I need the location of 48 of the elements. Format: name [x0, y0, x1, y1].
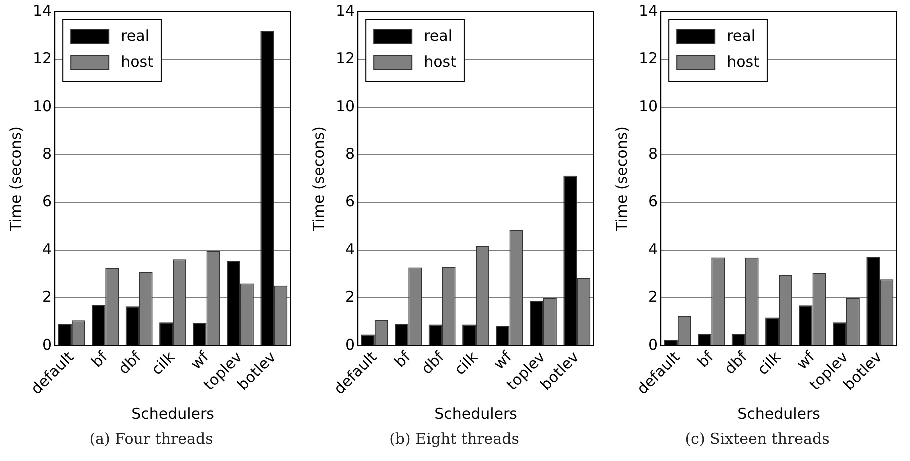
legend-label: host — [121, 52, 154, 71]
text: (c) Sixteen threads — [685, 430, 830, 448]
y-tick-label: 4 — [42, 240, 52, 258]
x-tick-label: cilk — [754, 348, 785, 379]
y-tick-label: 14 — [336, 2, 356, 20]
y-tick-label: 14 — [32, 2, 52, 20]
x-tick-label: dbf — [720, 348, 752, 378]
y-tick-label: 10 — [638, 97, 658, 116]
x-tick-label: cilk — [148, 348, 179, 379]
x-tick-label: bf — [391, 348, 415, 372]
x-axis-title: Schedulers — [132, 404, 215, 423]
legend-label: host — [424, 52, 457, 71]
legend-label: real — [424, 26, 453, 45]
y-axis-title: Time (secons) — [6, 126, 25, 232]
x-axis-title: Schedulers — [738, 404, 821, 423]
y-tick-label: 8 — [346, 145, 356, 164]
y-axis-title: Time (secons) — [612, 126, 631, 232]
x-tick-label: dbf — [418, 348, 448, 378]
y-tick-label: 4 — [346, 240, 356, 258]
y-tick-label: 4 — [648, 240, 658, 258]
legend-label: real — [121, 26, 150, 45]
y-tick-label: 2 — [346, 288, 356, 306]
legend-label: host — [727, 52, 760, 71]
x-tick-label: bf — [88, 348, 112, 372]
y-tick-label: 6 — [648, 192, 658, 211]
x-tick-label: cilk — [451, 348, 482, 379]
y-tick-label: 6 — [42, 192, 52, 211]
y-tick-label: 10 — [32, 97, 52, 116]
y-tick-label: 2 — [42, 288, 52, 306]
y-tick-label: 0 — [648, 336, 658, 354]
y-tick-label: 0 — [346, 336, 356, 354]
y-tick-label: 14 — [638, 2, 658, 20]
y-axis-title: Time (secons) — [310, 126, 328, 232]
y-tick-label: 12 — [638, 50, 658, 68]
x-axis-title: Schedulers — [434, 404, 518, 423]
y-tick-label: 8 — [42, 145, 52, 164]
x-tick-label: bf — [694, 348, 718, 372]
y-tick-label: 6 — [346, 192, 356, 211]
y-tick-label: 12 — [336, 50, 356, 68]
y-tick-label: 0 — [42, 336, 52, 354]
y-tick-label: 2 — [648, 288, 658, 306]
y-tick-label: 12 — [32, 50, 52, 68]
text: (a) Four threads — [90, 430, 214, 448]
y-tick-label: 8 — [648, 145, 658, 164]
legend-label: real — [727, 26, 756, 45]
y-tick-label: 10 — [336, 97, 356, 116]
x-tick-label: dbf — [114, 348, 146, 378]
text: (b) Eight threads — [390, 430, 520, 448]
